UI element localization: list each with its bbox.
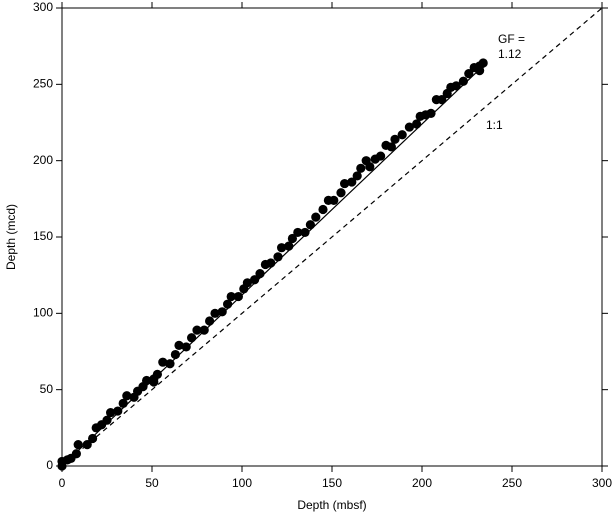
data-point [158, 357, 168, 367]
data-point [250, 275, 260, 285]
y-tick-label: 0 [46, 458, 53, 472]
data-point [287, 233, 297, 244]
data-point [255, 269, 265, 279]
data-point [71, 449, 81, 459]
x-tick-label: 50 [145, 476, 159, 490]
data-point [397, 130, 407, 140]
data-point [352, 171, 362, 181]
data-point [451, 81, 461, 91]
data-point [437, 95, 447, 105]
data-point [192, 325, 202, 335]
data-point [226, 291, 236, 302]
data-point [118, 398, 128, 409]
reference-label: 1:1 [486, 118, 503, 132]
data-point [82, 440, 92, 450]
data-point [102, 415, 112, 425]
data-point [412, 119, 422, 129]
y-tick-label: 250 [33, 77, 53, 91]
data-point [386, 142, 396, 152]
data-point [205, 316, 215, 326]
data-point [426, 108, 436, 118]
x-tick-label: 250 [502, 476, 522, 490]
y-axis-label: Depth (mcd) [4, 204, 18, 270]
data-point [170, 349, 180, 360]
y-tick-label: 300 [33, 0, 53, 14]
data-point [106, 407, 116, 418]
x-tick-label: 200 [412, 476, 432, 490]
y-tick-label: 200 [33, 153, 53, 167]
data-point [284, 241, 294, 251]
data-point [336, 188, 346, 198]
data-point [458, 76, 468, 86]
fit-value: 1.12 [498, 47, 522, 61]
data-point [122, 391, 132, 401]
data-point [273, 252, 283, 262]
x-tick-label: 150 [322, 476, 342, 490]
data-point [165, 359, 175, 369]
data-point [181, 342, 191, 352]
x-axis-label: Depth (mbsf) [297, 498, 366, 512]
data-point [340, 178, 350, 189]
data-point [233, 291, 243, 302]
y-tick-label: 150 [33, 229, 53, 243]
data-point [311, 212, 321, 222]
data-point [478, 58, 488, 68]
data-point [318, 204, 328, 215]
data-point [142, 375, 152, 386]
data-point [293, 227, 303, 238]
x-tick-label: 100 [232, 476, 252, 490]
x-tick-label: 300 [592, 476, 612, 490]
data-point [300, 227, 310, 238]
reference-line [61, 7, 603, 467]
data-point [187, 333, 197, 343]
data-point [152, 369, 162, 379]
data-point [475, 65, 485, 76]
data-point [277, 243, 287, 253]
data-point [73, 440, 83, 450]
data-point [329, 195, 339, 205]
data-point [347, 177, 357, 187]
data-point [404, 122, 414, 132]
data-point [266, 258, 276, 268]
data-point [88, 433, 98, 444]
data-point [217, 307, 227, 317]
data-point [390, 134, 400, 144]
y-tick-label: 100 [33, 306, 53, 320]
data-point [199, 325, 209, 335]
data-point [464, 69, 474, 79]
data-point [174, 340, 184, 350]
data-point [113, 406, 123, 416]
data-point [356, 163, 366, 173]
data-point [210, 308, 220, 318]
y-tick-label: 50 [40, 382, 54, 396]
x-tick-label: 0 [59, 476, 66, 490]
data-point [223, 299, 233, 309]
fit-label: GF = [498, 32, 525, 46]
data-point [376, 151, 386, 161]
data-point [242, 278, 252, 288]
data-point [305, 220, 315, 230]
data-point [365, 162, 375, 172]
